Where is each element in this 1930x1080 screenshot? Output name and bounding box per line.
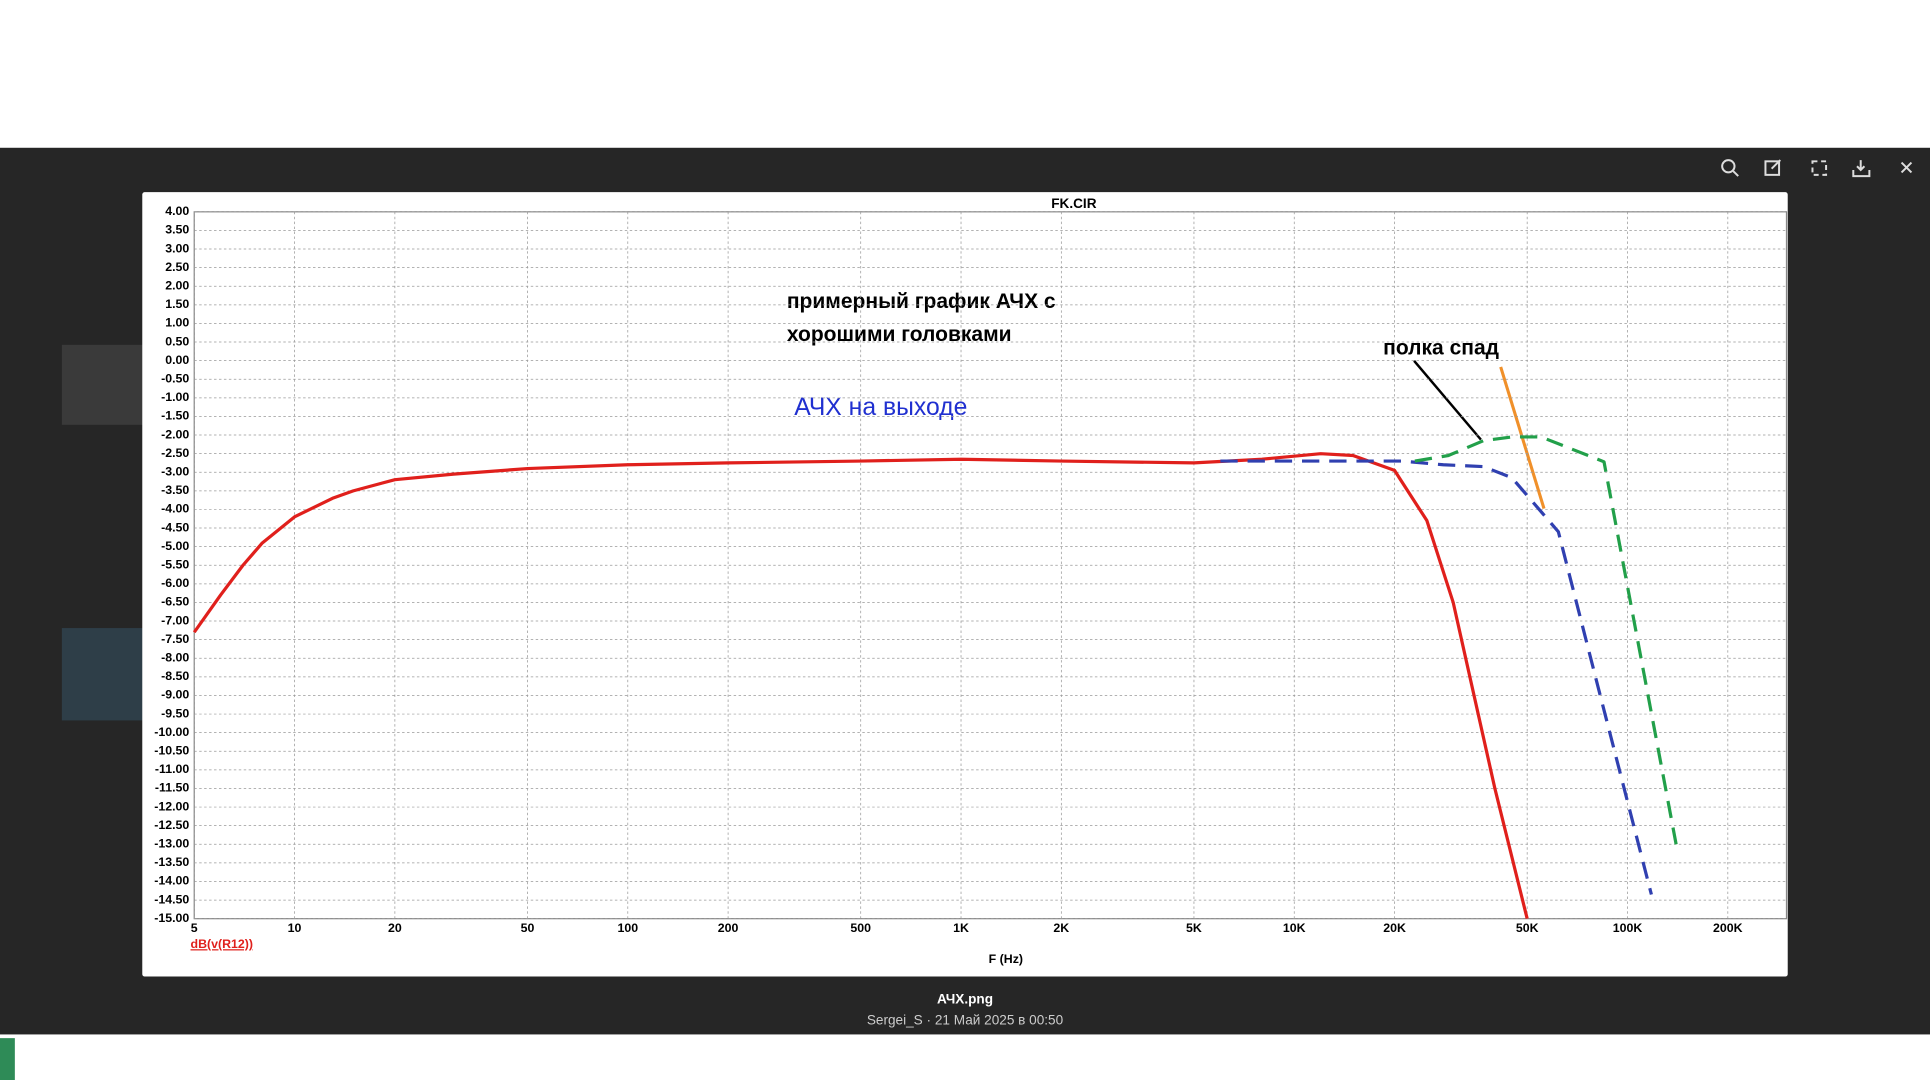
y-tick-label: -5.00 bbox=[161, 539, 189, 553]
y-tick-label: -3.50 bbox=[161, 483, 189, 497]
y-tick-label: -14.50 bbox=[154, 892, 189, 906]
open-button[interactable] bbox=[1764, 159, 1782, 176]
background-thumb bbox=[61, 628, 149, 721]
plot: 4.00 3.50 3.00 2.50 2.00 1.50 1.00 0.50 0.00 -0.5… bbox=[154, 204, 1787, 935]
y-tick-label: -10.50 bbox=[154, 744, 189, 758]
x-axis-label: F (Hz) bbox=[989, 952, 1023, 966]
y-tick-label: 3.00 bbox=[165, 241, 189, 255]
y-tick-label: -1.50 bbox=[161, 409, 189, 423]
toolbar bbox=[1721, 159, 1913, 178]
corner-badge bbox=[0, 1038, 15, 1080]
x-tick-label: 5 bbox=[191, 921, 198, 935]
background-thumb bbox=[61, 344, 149, 425]
y-tick-label: -6.00 bbox=[161, 576, 189, 590]
download-button[interactable] bbox=[1852, 160, 1871, 178]
y-tick-label: -3.00 bbox=[161, 465, 189, 479]
y-tick-label: 2.00 bbox=[165, 279, 189, 293]
x-tick-label: 50K bbox=[1516, 921, 1539, 935]
pointer-line bbox=[1413, 360, 1482, 441]
y-tick-label: -13.50 bbox=[154, 855, 189, 869]
file-name: АЧХ.png bbox=[937, 992, 993, 1007]
annotation: хорошими головками bbox=[787, 323, 1012, 346]
fullscreen-button[interactable] bbox=[1811, 160, 1828, 176]
series-line bbox=[1414, 435, 1678, 845]
y-tick-label: -9.00 bbox=[161, 688, 189, 702]
x-tick-label: 20 bbox=[388, 921, 402, 935]
y-tick-label: -2.50 bbox=[161, 446, 189, 460]
x-tick-label: 20K bbox=[1383, 921, 1406, 935]
y-tick-label: 0.50 bbox=[165, 334, 189, 348]
y-tick-label: -14.00 bbox=[154, 874, 189, 888]
y-tick-label: -0.50 bbox=[161, 372, 189, 386]
series-line bbox=[192, 452, 1529, 920]
y-tick-label: -12.50 bbox=[154, 818, 189, 832]
y-tick-label: -13.00 bbox=[154, 837, 189, 851]
x-tick-label: 50 bbox=[521, 921, 535, 935]
chart-title: FK.CIR bbox=[1051, 196, 1097, 211]
grid bbox=[193, 211, 1787, 920]
y-tick-label: 3.50 bbox=[165, 223, 189, 237]
y-tick-label: -7.50 bbox=[161, 632, 189, 646]
y-tick-label: 1.00 bbox=[165, 316, 189, 330]
series-line bbox=[1220, 459, 1653, 895]
x-tick-label: 500 bbox=[850, 921, 871, 935]
x-tick-label: 1K bbox=[953, 921, 969, 935]
y-tick-label: -5.50 bbox=[161, 558, 189, 572]
y-tick-label: -12.00 bbox=[154, 799, 189, 813]
y-tick-label: -9.50 bbox=[161, 706, 189, 720]
y-tick-label: -8.00 bbox=[161, 651, 189, 665]
y-tick-label: -15.00 bbox=[154, 911, 189, 925]
x-tick-label: 200 bbox=[718, 921, 739, 935]
y-tick-label: -10.00 bbox=[154, 725, 189, 739]
y-tick-label: 0.00 bbox=[165, 353, 189, 367]
annotation: примерный график АЧХ с bbox=[787, 290, 1056, 313]
x-tick-label: 100 bbox=[617, 921, 638, 935]
zoom-button[interactable] bbox=[1721, 159, 1739, 177]
y-tick-label: 1.50 bbox=[165, 297, 189, 311]
y-tick-label: -8.50 bbox=[161, 669, 189, 683]
y-tick-label: 4.00 bbox=[165, 204, 189, 218]
y-tick-label: -4.00 bbox=[161, 502, 189, 516]
y-tick-label: 2.50 bbox=[165, 260, 189, 274]
y-tick-label: -11.50 bbox=[155, 781, 189, 795]
x-tick-label: 100K bbox=[1613, 921, 1643, 935]
y-tick-label: -6.50 bbox=[161, 595, 189, 609]
y-tick-label: -2.00 bbox=[161, 427, 189, 441]
close-button[interactable] bbox=[1900, 161, 1913, 174]
y-tick-label: -1.00 bbox=[161, 390, 189, 404]
chart-image bbox=[142, 192, 1788, 977]
x-tick-label: 2K bbox=[1053, 921, 1069, 935]
y-tick-label: -11.00 bbox=[155, 762, 189, 776]
x-tick-label: 10K bbox=[1283, 921, 1306, 935]
y-tick-label: -7.00 bbox=[161, 613, 189, 627]
annotation: полка спад bbox=[1383, 337, 1499, 360]
x-tick-label: 200K bbox=[1713, 921, 1743, 935]
x-tick-label: 5K bbox=[1186, 921, 1202, 935]
legend-label: dB(v(R12)) bbox=[191, 937, 253, 951]
y-tick-label: -4.50 bbox=[161, 520, 189, 534]
x-tick-label: 10 bbox=[288, 921, 302, 935]
file-caption: Sergei_S · 21 Май 2025 в 00:50 bbox=[867, 1013, 1064, 1028]
